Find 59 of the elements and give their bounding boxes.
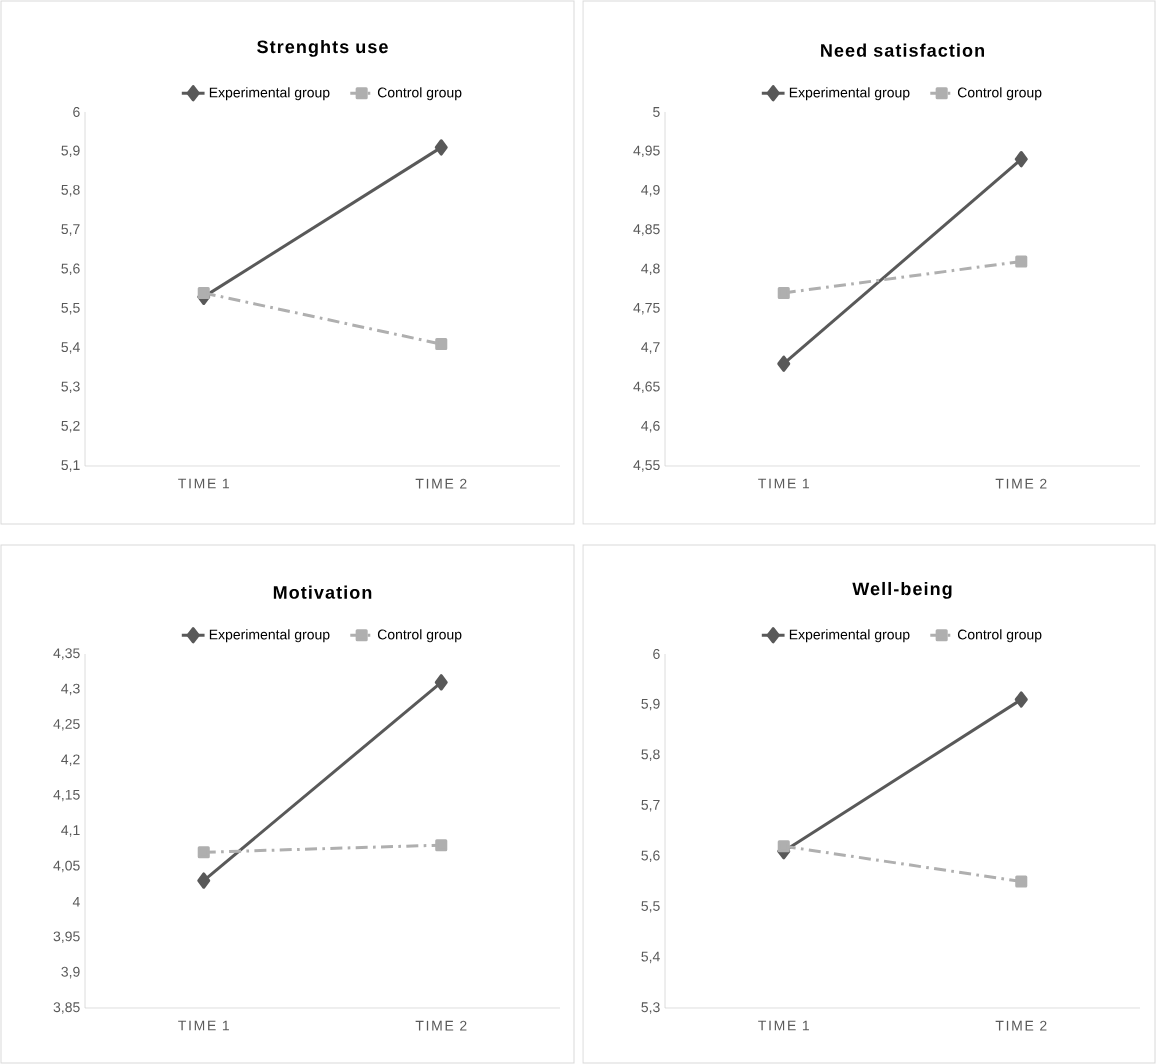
y-tick-label: 5,3: [61, 381, 80, 394]
y-tick-label: 5,3: [641, 1002, 660, 1014]
y-tick-label: 5,2: [61, 420, 80, 433]
chart-title: Motivation: [273, 585, 372, 599]
x-tick-label: TIME 1: [758, 478, 809, 489]
y-tick-label: 4,55: [633, 460, 660, 472]
x-tick-label: TIME 1: [178, 478, 229, 489]
y-tick-label: 5: [653, 107, 660, 117]
x-tick-label: TIME 2: [415, 1020, 467, 1031]
y-tick-label: 5,8: [641, 749, 660, 761]
y-tick-label: 5,7: [641, 800, 660, 812]
x-tick-label: TIME 1: [758, 1020, 809, 1031]
x-tick-label: TIME 2: [995, 1020, 1047, 1031]
y-tick-label: 5,6: [641, 850, 660, 863]
y-tick-label: 4,2: [61, 754, 80, 766]
y-tick-label: 4,1: [61, 825, 80, 837]
y-tick-label: 4,85: [633, 224, 660, 236]
y-tick-label: 4,8: [641, 263, 660, 276]
legend-label: Experimental group: [789, 629, 910, 643]
y-tick-label: 5,4: [61, 342, 80, 354]
y-tick-label: 6: [73, 107, 80, 117]
y-tick-label: 5,4: [641, 951, 660, 964]
y-tick-label: 3,9: [61, 966, 80, 979]
legend-label: Control group: [957, 87, 1042, 101]
x-tick-label: TIME 2: [415, 478, 467, 489]
y-tick-label: 4,05: [53, 860, 80, 873]
y-tick-label: 5,8: [61, 184, 80, 197]
y-tick-label: 4,25: [53, 719, 80, 731]
legend-label: Experimental group: [209, 629, 330, 643]
y-tick-label: 4,6: [641, 420, 660, 433]
y-tick-label: 4,65: [633, 381, 660, 394]
legend-label: Control group: [957, 629, 1042, 643]
y-tick-label: 4,3: [61, 683, 80, 696]
y-tick-label: 5,6: [61, 263, 80, 276]
legend-label: Experimental group: [789, 87, 910, 101]
y-tick-label: 4,7: [641, 342, 660, 354]
y-tick-label: 5,7: [61, 224, 80, 236]
y-tick-label: 4,15: [53, 789, 80, 802]
y-tick-label: 5,5: [61, 302, 80, 315]
chart-title: Need satisfaction: [821, 43, 984, 57]
chart-title: Strenghts use: [257, 39, 388, 57]
x-tick-label: TIME 2: [995, 478, 1047, 489]
legend-label: Control group: [377, 87, 462, 101]
legend-label: Experimental group: [209, 87, 330, 101]
legend-label: Control group: [377, 629, 462, 643]
y-tick-label: 6: [653, 649, 660, 659]
y-tick-label: 4,9: [641, 184, 660, 197]
y-tick-label: 5,9: [61, 145, 80, 158]
y-tick-label: 4,35: [53, 648, 80, 660]
y-tick-label: 4,95: [633, 145, 660, 158]
y-tick-label: 4,75: [633, 302, 660, 315]
y-tick-label: 4: [72, 897, 80, 907]
y-tick-label: 3,85: [53, 1002, 80, 1014]
y-tick-label: 5,5: [641, 901, 660, 913]
chart-title: Well-being: [852, 581, 952, 599]
y-tick-label: 3,95: [53, 931, 80, 943]
x-tick-label: TIME 1: [178, 1020, 229, 1031]
y-tick-label: 5,9: [641, 698, 660, 711]
y-tick-label: 5,1: [61, 460, 80, 472]
